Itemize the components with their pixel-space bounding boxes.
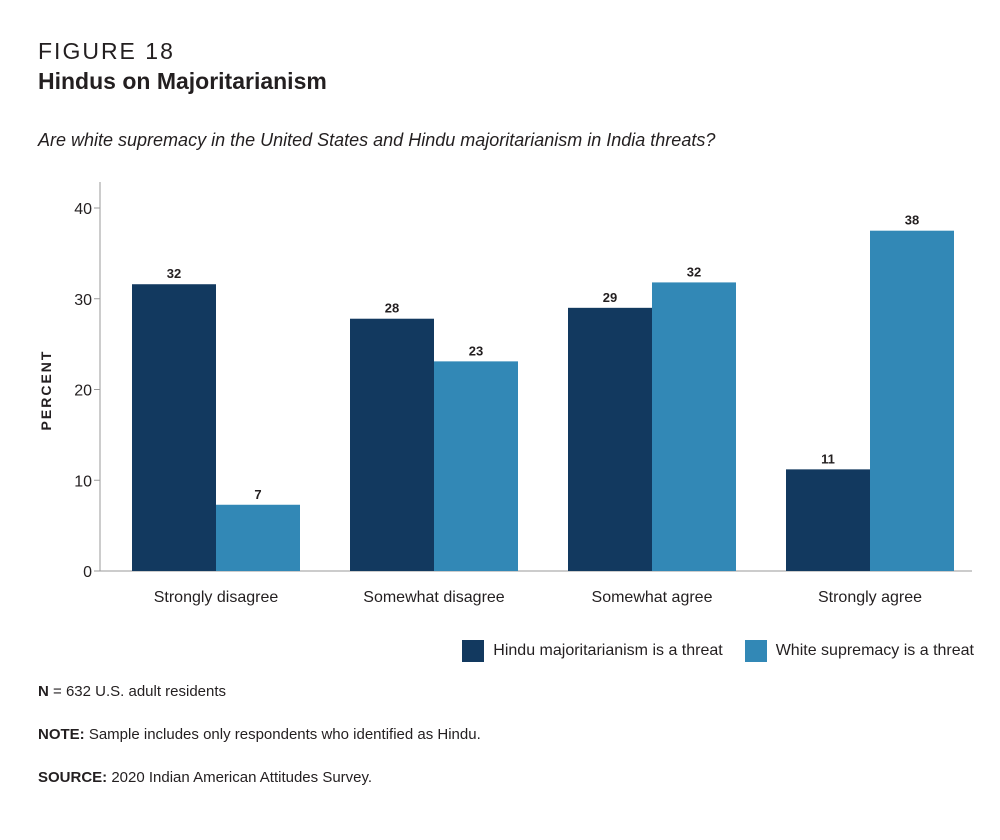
source-text: 2020 Indian American Attitudes Survey. (107, 769, 373, 786)
bar-hindu-majoritarianism (132, 284, 216, 571)
y-tick-label: 40 (74, 201, 92, 218)
bar-white-supremacy (434, 361, 518, 571)
y-tick-label: 10 (74, 473, 92, 490)
note-text: Sample includes only respondents who ide… (84, 726, 481, 743)
source-label: SOURCE: (38, 769, 108, 786)
legend-swatch-hindu (462, 640, 485, 662)
data-label: 23 (469, 343, 483, 358)
sample-note: NOTE: Sample includes only respondents w… (38, 726, 481, 743)
category-label: Somewhat agree (592, 589, 713, 606)
data-label: 29 (603, 290, 617, 305)
source-note: SOURCE: 2020 Indian American Attitudes S… (38, 769, 372, 786)
bar-white-supremacy (652, 282, 736, 571)
data-label: 38 (905, 213, 919, 228)
note-label: NOTE: (38, 726, 85, 743)
bar-hindu-majoritarianism (786, 469, 870, 571)
y-tick-label: 30 (74, 292, 92, 309)
bar-hindu-majoritarianism (350, 318, 434, 571)
y-tick-label: 20 (74, 383, 92, 400)
legend-item-hindu: Hindu majoritarianism is a threat (462, 640, 723, 662)
legend-swatch-white (744, 640, 767, 662)
sample-size-text: = 632 U.S. adult residents (48, 683, 227, 700)
sample-size-label: N (38, 683, 49, 700)
y-axis-title: PERCENT (38, 350, 54, 431)
data-label: 11 (821, 451, 835, 466)
bar-white-supremacy (216, 504, 300, 571)
legend-label-hindu: Hindu majoritarianism is a threat (493, 642, 723, 659)
figure-label: FIGURE 18 (38, 38, 175, 64)
bar-white-supremacy (870, 230, 954, 571)
category-label: Strongly agree (818, 589, 922, 606)
category-label: Somewhat disagree (363, 589, 505, 606)
y-tick-label: 0 (83, 564, 92, 581)
legend-label-white: White supremacy is a threat (775, 642, 974, 659)
category-label: Strongly disagree (154, 589, 279, 606)
chart-subtitle: Are white supremacy in the United States… (38, 130, 716, 150)
bar-hindu-majoritarianism (568, 307, 652, 571)
sample-size-note: N = 632 U.S. adult residents (38, 683, 226, 700)
bar-chart: 0 10 20 30 40 PERCENT 32 7 Strongly disagree 28 23… (38, 182, 972, 606)
chart-title: Hindus on Majoritarianism (38, 68, 327, 94)
data-label: 32 (687, 264, 701, 279)
data-label: 28 (385, 301, 399, 316)
legend-item-white: White supremacy is a threat (744, 640, 974, 662)
data-label: 32 (167, 266, 181, 281)
data-label: 7 (254, 487, 261, 502)
legend: Hindu majoritarianism is a threat White … (440, 640, 974, 662)
